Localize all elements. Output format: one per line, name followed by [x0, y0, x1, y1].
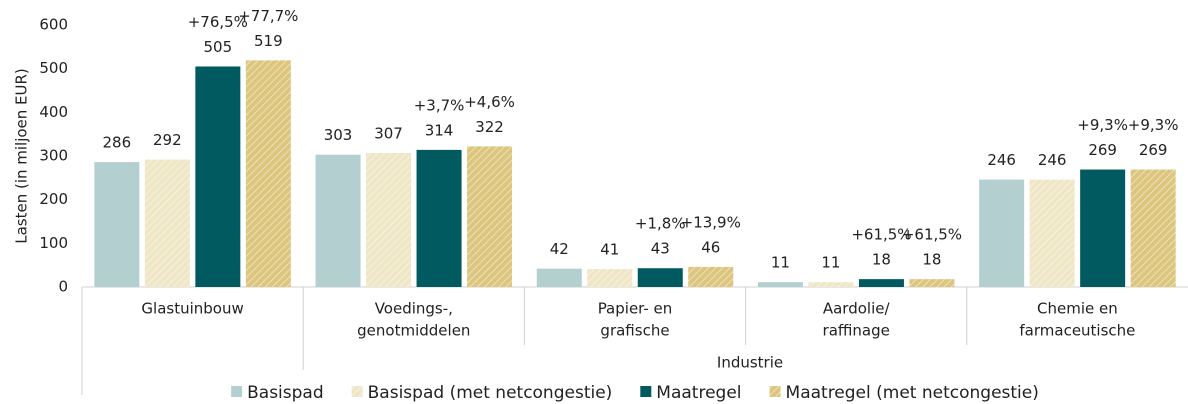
- x-tick-label: Aardolie/: [823, 300, 891, 318]
- y-tick-label: 100: [39, 234, 68, 252]
- annotation: +3,7%: [414, 96, 465, 114]
- data-label: 322: [475, 118, 504, 136]
- data-label: 519: [254, 32, 283, 50]
- annotation: +13,9%: [681, 213, 741, 231]
- data-label: 269: [1088, 141, 1117, 159]
- annotation: +9,3%: [1077, 116, 1128, 134]
- bar: [416, 149, 462, 287]
- data-label: 246: [987, 151, 1016, 169]
- legend-swatch: [640, 386, 652, 397]
- y-tick-label: 400: [39, 103, 68, 121]
- legend: Basispad Basispad (met netcongestie) Maatr…: [231, 383, 1039, 403]
- x-tick-label: genotmiddelen: [357, 322, 470, 340]
- x-tick-label: Chemie en: [1037, 300, 1118, 318]
- bar: [858, 279, 904, 287]
- x-tick-label: grafische: [600, 322, 669, 340]
- annotation: +77,7%: [238, 7, 298, 25]
- x-tick-label: farmaceutische: [1019, 322, 1135, 340]
- annotation: +61,5%: [902, 226, 962, 244]
- bar: [195, 66, 241, 287]
- bar: [979, 179, 1025, 287]
- data-label: 11: [821, 254, 840, 272]
- x-tick-label: raffinage: [823, 322, 890, 340]
- bar: [94, 162, 140, 287]
- bar: [467, 146, 513, 287]
- data-label: 42: [550, 240, 569, 258]
- bar: [536, 268, 582, 287]
- bar: [808, 282, 854, 287]
- data-label: 292: [153, 131, 182, 149]
- bar: [1029, 179, 1075, 287]
- legend-label: Maatregel (met netcongestie): [786, 383, 1039, 403]
- data-label: 46: [701, 238, 720, 256]
- data-label: 18: [872, 251, 891, 269]
- y-axis-label: Lasten (in miljoen EUR): [13, 68, 31, 244]
- y-tick-label: 600: [39, 16, 68, 34]
- bar: [1130, 169, 1176, 287]
- bar: [315, 154, 361, 287]
- legend-label: Basispad (met netcongestie): [368, 383, 613, 403]
- annotation: +76,5%: [188, 13, 248, 31]
- bar: [245, 60, 291, 288]
- bar: [366, 152, 412, 287]
- x-tick-label: Voedings-,: [375, 300, 453, 318]
- y-tick-label: 500: [39, 59, 68, 77]
- data-label: 41: [600, 241, 619, 259]
- data-label: 43: [651, 240, 670, 258]
- y-tick-label: 200: [39, 190, 68, 208]
- annotation: +1,8%: [635, 215, 686, 233]
- annotation: +61,5%: [851, 226, 911, 244]
- data-label: 11: [771, 254, 790, 272]
- data-label: 307: [374, 124, 403, 142]
- x-tick-label: Glastuinbouw: [141, 300, 243, 318]
- annotation: +4,6%: [464, 93, 515, 111]
- data-label: 246: [1038, 151, 1067, 169]
- bar: [144, 159, 190, 287]
- y-tick-label: 300: [39, 147, 68, 165]
- bar: [637, 268, 683, 287]
- data-label: 314: [425, 121, 454, 139]
- annotation: +9,3%: [1128, 116, 1179, 134]
- data-label: 303: [324, 126, 353, 144]
- legend-swatch: [231, 386, 243, 397]
- bar: [688, 266, 734, 287]
- x-tick-label: Papier- en: [598, 300, 673, 318]
- data-label: 18: [922, 251, 941, 269]
- legend-label: Basispad: [247, 383, 324, 403]
- data-label: 269: [1139, 141, 1168, 159]
- bar: [1080, 169, 1126, 287]
- y-tick-label: 0: [58, 278, 68, 296]
- data-label: 505: [204, 38, 233, 56]
- x-axis-label: Industrie: [717, 354, 783, 372]
- bar: [587, 269, 633, 287]
- legend-swatch: [769, 386, 781, 397]
- legend-swatch: [351, 386, 363, 397]
- legend-label: Maatregel: [656, 383, 741, 403]
- bar: [909, 279, 955, 287]
- data-label: 286: [103, 134, 132, 152]
- bar: [757, 282, 803, 287]
